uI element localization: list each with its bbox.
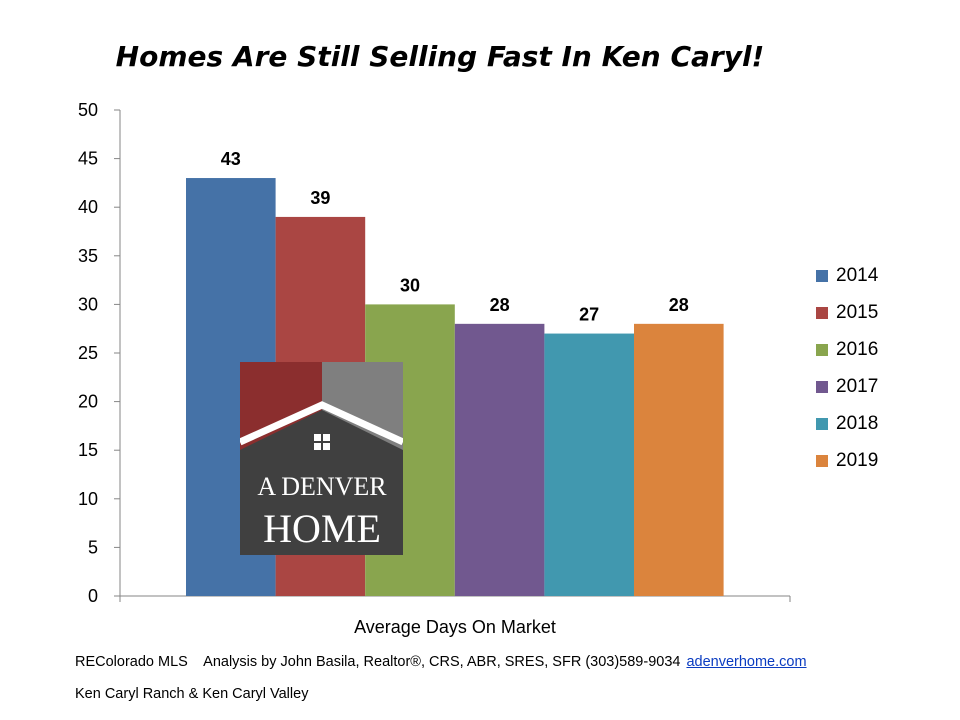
chart-title: Homes Are Still Selling Fast In Ken Cary… [115,40,765,73]
x-axis-label: Average Days On Market [354,617,556,637]
legend-item-2015: 2015 [816,301,878,325]
legend-swatch [816,344,828,356]
data-label-2014: 43 [221,149,241,169]
legend-swatch [816,381,828,393]
y-tick-label: 50 [78,100,98,120]
legend-label: 2017 [836,376,879,397]
legend-swatch [816,270,828,282]
legend-label: 2014 [836,265,879,286]
logo-roof-line [238,401,405,446]
legend-item-2017: 2017 [816,375,878,399]
logo-text-line1: A DENVER [257,472,387,501]
logo-house-body [240,410,403,555]
legend-item-2019: 2019 [816,449,878,473]
legend-item-2014: 2014 [816,264,878,288]
footer-source-text: REColorado MLS Analysis by John Basila, … [75,654,681,670]
website-link[interactable]: adenverhome.com [686,654,807,670]
bar-2017 [454,323,545,596]
y-tick-label: 30 [78,294,98,314]
data-label-2015: 39 [310,188,330,208]
legend-label: 2019 [836,450,879,471]
legend-label: 2015 [836,302,879,323]
y-tick-label: 0 [88,586,98,606]
legend-item-2018: 2018 [816,412,878,436]
data-labels: 43 39 30 28 27 28 [221,149,689,325]
legend-label: 2016 [836,339,879,360]
legend-item-2016: 2016 [816,338,878,362]
legend-label: 2018 [836,413,879,434]
data-label-2017: 28 [490,295,510,315]
y-tick-label: 25 [78,343,98,363]
y-tick-label: 20 [78,392,98,412]
logo-text-line2: HOME [263,506,381,551]
y-tick-label: 40 [78,197,98,217]
footer-source-line: REColorado MLS Analysis by John Basila, … [75,654,807,670]
y-tick-label: 35 [78,246,98,266]
y-tick-label: 15 [78,440,98,460]
legend-swatch [816,418,828,430]
data-label-2018: 27 [579,305,599,325]
a-denver-home-logo: A DENVER HOME [238,362,405,555]
legend-swatch [816,455,828,467]
bar-2018 [544,333,634,596]
footer-area-line: Ken Caryl Ranch & Ken Caryl Valley [75,686,309,702]
bar-2019 [634,323,724,596]
y-tick-label: 10 [78,489,98,509]
y-tick-label: 45 [78,149,98,169]
data-label-2016: 30 [400,275,420,295]
legend-swatch [816,307,828,319]
window-icon [314,434,330,450]
y-tick-label: 5 [88,537,98,557]
data-label-2019: 28 [669,295,689,315]
